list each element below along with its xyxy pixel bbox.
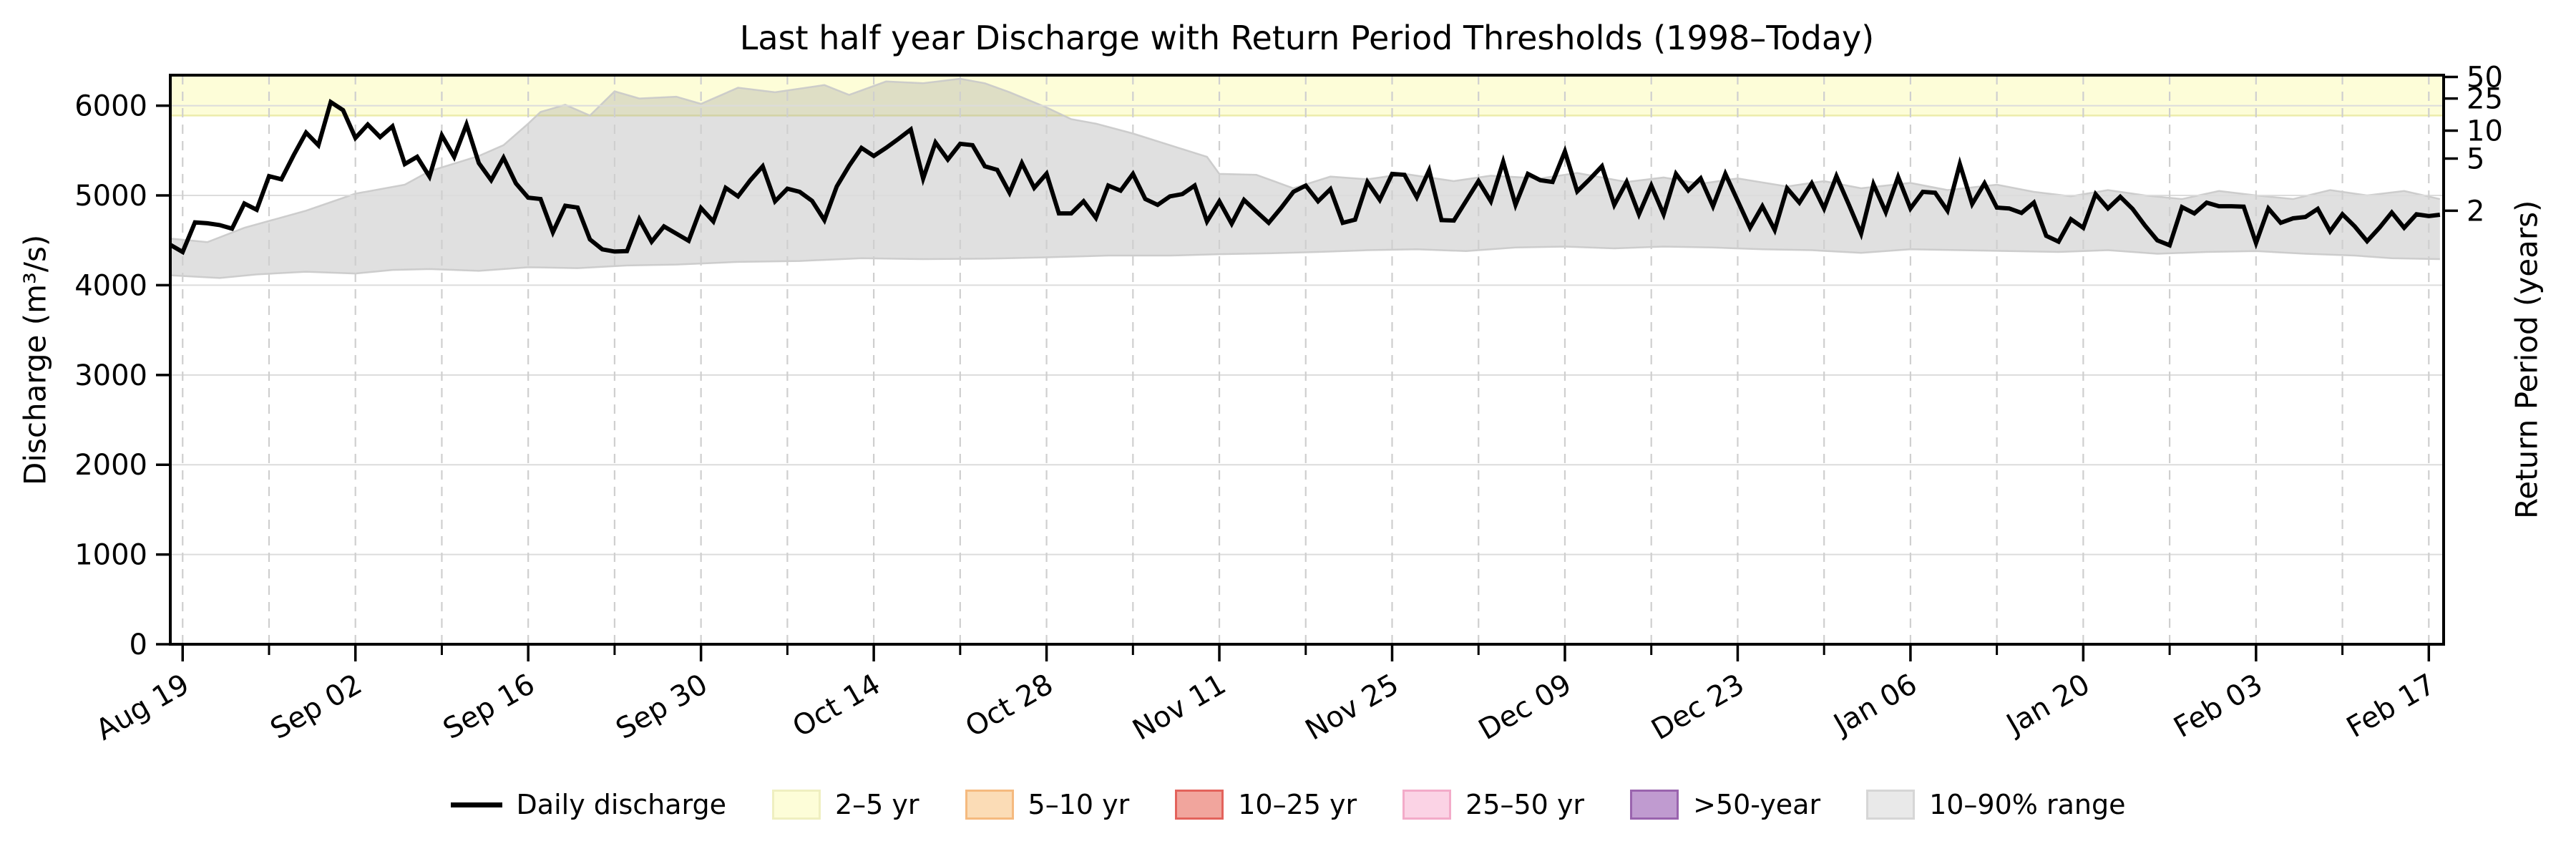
return-period-tick-label: 50 xyxy=(2467,62,2503,94)
legend-patch-swatch xyxy=(1630,790,1679,820)
legend-label: 2–5 yr xyxy=(834,789,919,820)
x-tick-label: Oct 14 xyxy=(787,668,886,744)
percentile-band-lower-edge xyxy=(170,246,2440,279)
threshold-band-2-5yr xyxy=(170,75,2444,116)
legend: Daily discharge 2–5 yr 5–10 yr 10–25 yr 25–5… xyxy=(0,789,2576,820)
y-tick-label: 2000 xyxy=(74,449,147,482)
percentile-band-upper-edge xyxy=(170,77,2441,243)
y-tick-label: 1000 xyxy=(74,539,147,572)
legend-label: 10–90% range xyxy=(1929,789,2126,820)
return-period-tick-label: 10 xyxy=(2467,115,2503,147)
x-tick-label: Aug 19 xyxy=(91,668,195,747)
percentile-band-10-90 xyxy=(170,79,2440,278)
x-tick-label: Feb 03 xyxy=(2168,668,2268,744)
plot-frame xyxy=(169,74,2445,646)
legend-item-0: Daily discharge xyxy=(450,789,726,820)
y-tick-label: 3000 xyxy=(74,359,147,392)
x-tick-label: Jan 06 xyxy=(1827,668,1923,742)
return-period-tick-label: 2 xyxy=(2467,195,2484,228)
return-period-tick-label: 25 xyxy=(2467,83,2503,116)
daily-discharge-line xyxy=(169,98,2441,256)
legend-label: 25–50 yr xyxy=(1465,789,1585,820)
legend-line-swatch xyxy=(450,802,502,807)
y-tick-label: 4000 xyxy=(74,269,147,302)
x-tick-label: Feb 17 xyxy=(2341,668,2441,744)
legend-item-2: 5–10 yr xyxy=(965,789,1130,820)
x-tick-label: Dec 09 xyxy=(1473,668,1577,747)
legend-patch-swatch xyxy=(1175,790,1224,820)
x-tick-label: Nov 11 xyxy=(1127,668,1231,747)
legend-label: 5–10 yr xyxy=(1028,789,1130,820)
x-tick-label: Sep 02 xyxy=(265,668,367,746)
legend-label: 10–25 yr xyxy=(1238,789,1357,820)
legend-patch-swatch xyxy=(1866,790,1916,820)
legend-item-3: 10–25 yr xyxy=(1175,789,1357,820)
x-tick-label: Jan 20 xyxy=(1999,668,2095,742)
legend-item-1: 2–5 yr xyxy=(771,789,919,820)
return-period-tick-label: 5 xyxy=(2467,142,2484,175)
legend-item-4: 25–50 yr xyxy=(1402,789,1584,820)
x-tick-label: Dec 23 xyxy=(1646,668,1750,747)
legend-patch-swatch xyxy=(771,790,821,820)
x-tick-label: Nov 25 xyxy=(1300,668,1405,747)
chart-title: Last half year Discharge with Return Per… xyxy=(739,19,1875,57)
y-tick-label: 6000 xyxy=(74,90,147,123)
legend-label: Daily discharge xyxy=(516,789,726,820)
legend-item-5: >50-year xyxy=(1630,789,1820,820)
y-tick-label: 5000 xyxy=(74,180,147,213)
x-tick-label: Sep 30 xyxy=(610,668,713,746)
x-tick-label: Sep 16 xyxy=(438,668,540,746)
x-tick-label: Oct 28 xyxy=(960,668,1059,744)
legend-patch-swatch xyxy=(965,790,1014,820)
legend-label: >50-year xyxy=(1693,789,1821,820)
legend-patch-swatch xyxy=(1402,790,1452,820)
y-tick-label: 0 xyxy=(130,629,147,661)
legend-item-6: 10–90% range xyxy=(1866,789,2125,820)
